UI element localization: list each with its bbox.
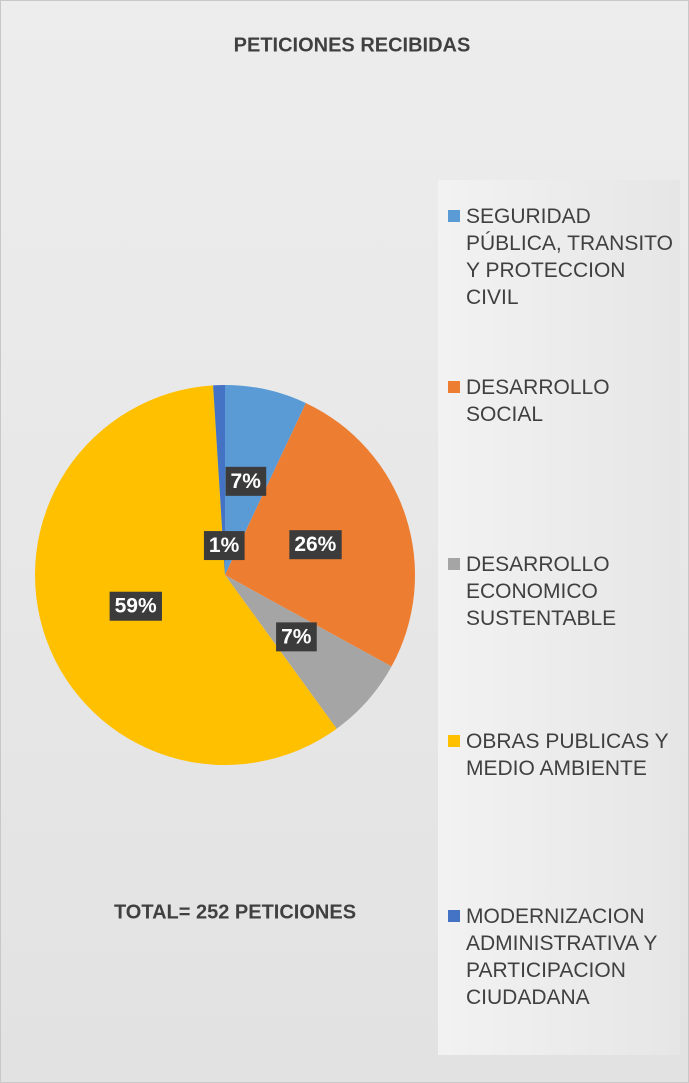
pie-slice — [225, 575, 392, 729]
data-label: 1% — [203, 531, 245, 561]
legend-swatch — [448, 381, 460, 393]
legend-panel — [438, 180, 680, 1055]
data-label-box — [225, 466, 267, 496]
chart-title: PETICIONES RECIBIDAS — [234, 34, 471, 56]
data-label-box — [289, 530, 342, 560]
annotation: TOTAL= 252 PETICIONES — [114, 901, 356, 923]
data-label-text: 1% — [209, 534, 240, 557]
data-label-box — [203, 531, 245, 561]
legend-swatch — [448, 210, 460, 222]
data-label: 7% — [276, 622, 317, 652]
legend-label: MODERNIZACION ADMINISTRATIVA Y PARTICIPA… — [466, 905, 657, 1009]
pie-slice — [35, 385, 337, 765]
pie-slice — [213, 385, 225, 575]
data-label-text: 59% — [115, 595, 157, 618]
legend-item: DESARROLLO SOCIAL — [448, 374, 676, 428]
data-label-box — [276, 622, 317, 652]
legend-label: DESARROLLO SOCIAL — [466, 376, 610, 426]
data-label-text: 7% — [281, 625, 312, 648]
data-label-text: 7% — [231, 470, 262, 493]
legend-item: DESARROLLO ECONOMICO SUSTENTABLE — [448, 551, 676, 632]
legend-swatch — [448, 558, 460, 570]
legend-swatch — [448, 735, 460, 747]
legend-swatch — [448, 910, 460, 922]
data-label-text: 26% — [294, 533, 336, 556]
legend-label: DESARROLLO ECONOMICO SUSTENTABLE — [466, 553, 617, 630]
data-label-box — [109, 591, 162, 621]
legend-item: OBRAS PUBLICAS Y MEDIO AMBIENTE — [448, 728, 676, 782]
data-label: 26% — [289, 530, 342, 560]
data-label: 7% — [225, 466, 267, 496]
legend-item: MODERNIZACION ADMINISTRATIVA Y PARTICIPA… — [448, 903, 676, 1011]
legend-label: SEGURIDAD PÚBLICA, TRANSITO Y PROTECCION… — [466, 205, 673, 309]
data-label: 59% — [109, 591, 162, 621]
legend-item: SEGURIDAD PÚBLICA, TRANSITO Y PROTECCION… — [448, 203, 676, 311]
legend-label: OBRAS PUBLICAS Y MEDIO AMBIENTE — [466, 730, 669, 780]
